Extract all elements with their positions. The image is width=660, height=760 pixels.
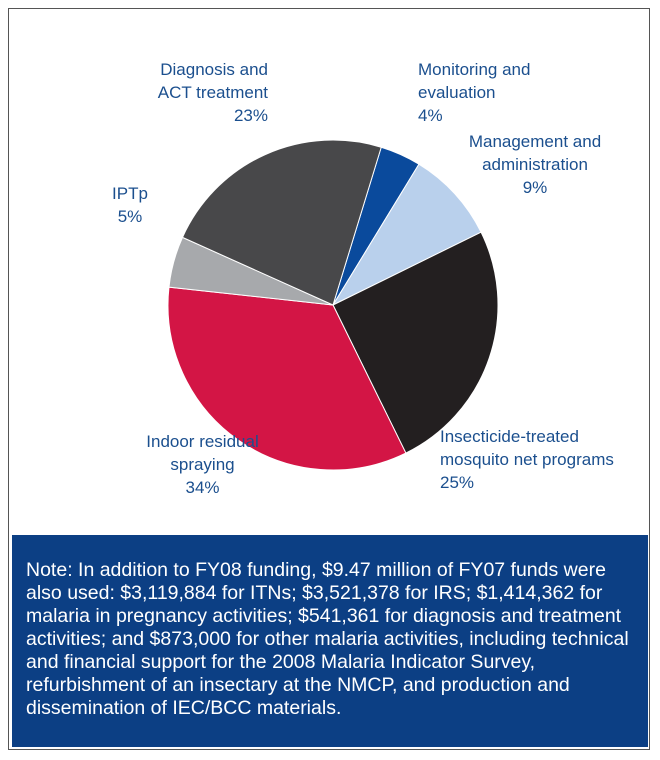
value-label: 5% xyxy=(117,207,143,226)
value-label: 34% xyxy=(185,478,220,497)
slice-label: IPTp 5% xyxy=(90,182,170,228)
slice-label: Indoor residual spraying 34% xyxy=(95,430,310,499)
category-label: IPTp xyxy=(112,184,148,203)
category-label: Monitoring and evaluation xyxy=(418,60,531,102)
slice-label: Diagnosis and ACT treatment 23% xyxy=(90,58,268,127)
frame xyxy=(8,8,650,750)
value-label: 23% xyxy=(233,106,268,125)
category-label: Insecticide-treated mosquito net program… xyxy=(440,427,614,469)
category-label: Management and administration xyxy=(468,132,602,174)
slice-label: Insecticide-treated mosquito net program… xyxy=(440,425,655,494)
value-label: 25% xyxy=(440,473,475,492)
note-text: Note: In addition to FY08 funding, $9.47… xyxy=(26,559,629,719)
slice-label: Management and administration 9% xyxy=(430,130,640,199)
category-label: Indoor residual spraying xyxy=(146,432,259,474)
value-label: 9% xyxy=(522,178,548,197)
value-label: 4% xyxy=(418,106,443,125)
pie-slice xyxy=(167,286,407,471)
pie-slice xyxy=(332,231,499,454)
category-label: Diagnosis and ACT treatment xyxy=(157,60,268,102)
note-box: Note: In addition to FY08 funding, $9.47… xyxy=(12,535,648,747)
pie-slice xyxy=(181,139,382,306)
slice-label: Monitoring and evaluation 4% xyxy=(418,58,618,127)
pie-slice xyxy=(331,163,482,307)
